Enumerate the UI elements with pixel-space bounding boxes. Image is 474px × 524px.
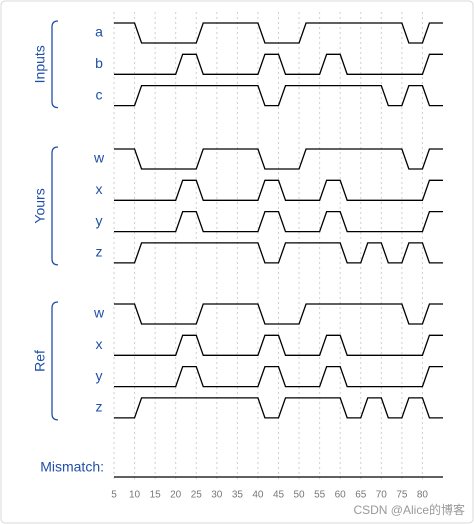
signal-name: y: [96, 367, 103, 383]
signal-name: y: [96, 212, 103, 228]
group-bracket: [51, 20, 59, 109]
waveform: [114, 334, 443, 356]
signal-name: w: [93, 305, 105, 321]
x-tick-label: 5: [111, 490, 117, 501]
x-tick-label: 20: [170, 490, 182, 501]
mismatch-label: Mismatch:: [40, 459, 104, 475]
signal-name: z: [96, 244, 103, 260]
waveform: [114, 242, 443, 264]
group-label: Ref: [32, 350, 48, 372]
signal-name: x: [96, 181, 103, 197]
x-tick-label: 55: [314, 490, 326, 501]
x-tick-label: 15: [150, 490, 162, 501]
group-label: Inputs: [32, 45, 48, 83]
watermark: CSDN @Alice的博客: [353, 502, 465, 517]
x-tick-label: 75: [396, 490, 408, 501]
signal-name: b: [95, 55, 103, 71]
waveform: [114, 22, 443, 44]
x-tick-label: 50: [294, 490, 306, 501]
waveform: [114, 397, 443, 419]
x-tick-label: 80: [417, 490, 429, 501]
waveform: [114, 303, 443, 325]
group-label: Yours: [32, 188, 48, 223]
x-tick-label: 40: [252, 490, 264, 501]
signal-name: z: [96, 399, 103, 415]
x-tick-label: 30: [211, 490, 223, 501]
x-tick-label: 10: [129, 490, 141, 501]
x-tick-label: 60: [335, 490, 347, 501]
x-tick-label: 65: [355, 490, 367, 501]
waveform: [114, 53, 443, 75]
x-tick-label: 70: [376, 490, 388, 501]
group-bracket: [51, 301, 59, 421]
waveform: [114, 365, 443, 388]
waveform: [114, 210, 443, 233]
waveform: [114, 179, 443, 201]
signal-name: x: [96, 336, 103, 352]
group-bracket: [51, 146, 59, 266]
x-tick-label: 35: [232, 490, 244, 501]
signal-name: w: [93, 150, 105, 166]
waveform: [114, 84, 443, 107]
signal-name: a: [95, 24, 103, 40]
x-tick-label: 45: [273, 490, 285, 501]
x-tick-label: 25: [191, 490, 203, 501]
signal-name: c: [96, 86, 103, 102]
waveform: [114, 148, 443, 170]
